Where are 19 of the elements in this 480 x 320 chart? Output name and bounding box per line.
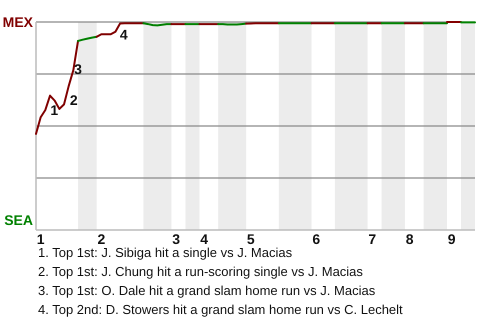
- x-tick-label: 8: [406, 231, 414, 247]
- annotation: 4: [120, 26, 128, 42]
- x-tick-label: 3: [172, 231, 180, 247]
- x-tick-label: 9: [448, 231, 456, 247]
- x-tick-label: 6: [312, 231, 320, 247]
- text: MEX: [2, 14, 34, 30]
- x-tick-label: 4: [200, 231, 208, 247]
- annotation: 3: [74, 60, 82, 77]
- text: 2. Top 1st: J. Chung hit a run-scoring single vs J. Macias: [38, 264, 364, 279]
- text: 3. Top 1st: O. Dale hit a grand slam home run vs J. Macias: [38, 283, 376, 298]
- x-tick-label: 1: [36, 231, 45, 247]
- text: 4. Top 2nd: D. Stowers hit a grand slam home run vs C. Lechelt: [38, 302, 404, 317]
- text: 1. Top 1st: J. Sibiga hit a single vs J. Macias: [38, 245, 293, 260]
- annotation: 1: [50, 102, 58, 118]
- x-tick-label: 2: [97, 231, 106, 247]
- text: SEA: [4, 212, 33, 228]
- annotation: 2: [70, 92, 78, 108]
- x-tick-label: 5: [246, 231, 255, 247]
- x-tick-label: 7: [368, 231, 376, 247]
